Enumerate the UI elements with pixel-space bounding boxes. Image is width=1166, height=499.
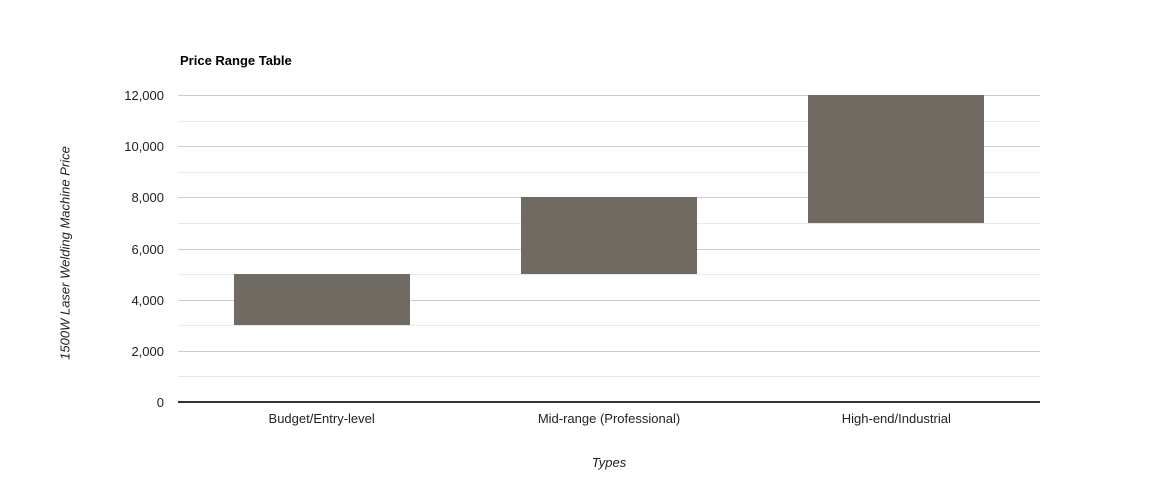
chart-title: Price Range Table [180, 53, 292, 68]
y-tick-label: 0 [156, 395, 164, 410]
minor-gridline [178, 171, 1040, 173]
minor-gridline [178, 120, 1040, 122]
y-tick-label: 2,000 [131, 343, 164, 359]
bar-high-end-industrial[interactable] [808, 95, 985, 223]
bar-budget-entry-level[interactable] [233, 274, 410, 326]
x-category-label-mid-range-professional: Mid-range (Professional) [537, 411, 681, 426]
minor-gridline [178, 274, 1040, 276]
y-tick-label: 6,000 [131, 241, 164, 257]
major-gridline [178, 299, 1040, 301]
y-tick-label: 10,000 [124, 139, 164, 155]
minor-gridline [178, 376, 1040, 378]
x-category-label-high-end-industrial: High-end/Industrial [841, 411, 951, 426]
y-tick-label: 8,000 [131, 190, 164, 206]
y-tick-label: 12,000 [124, 88, 164, 103]
major-gridline [178, 350, 1040, 352]
major-gridline [178, 95, 1040, 96]
x-axis-baseline [178, 401, 1040, 403]
bar-mid-range-professional[interactable] [521, 197, 697, 275]
plot-area [178, 95, 1040, 402]
y-tick-label: 4,000 [131, 292, 164, 308]
x-category-label-budget-entry-level: Budget/Entry-level [268, 411, 375, 426]
minor-gridline [178, 325, 1040, 327]
x-axis-title: Types [591, 455, 627, 470]
major-gridline [178, 146, 1040, 148]
